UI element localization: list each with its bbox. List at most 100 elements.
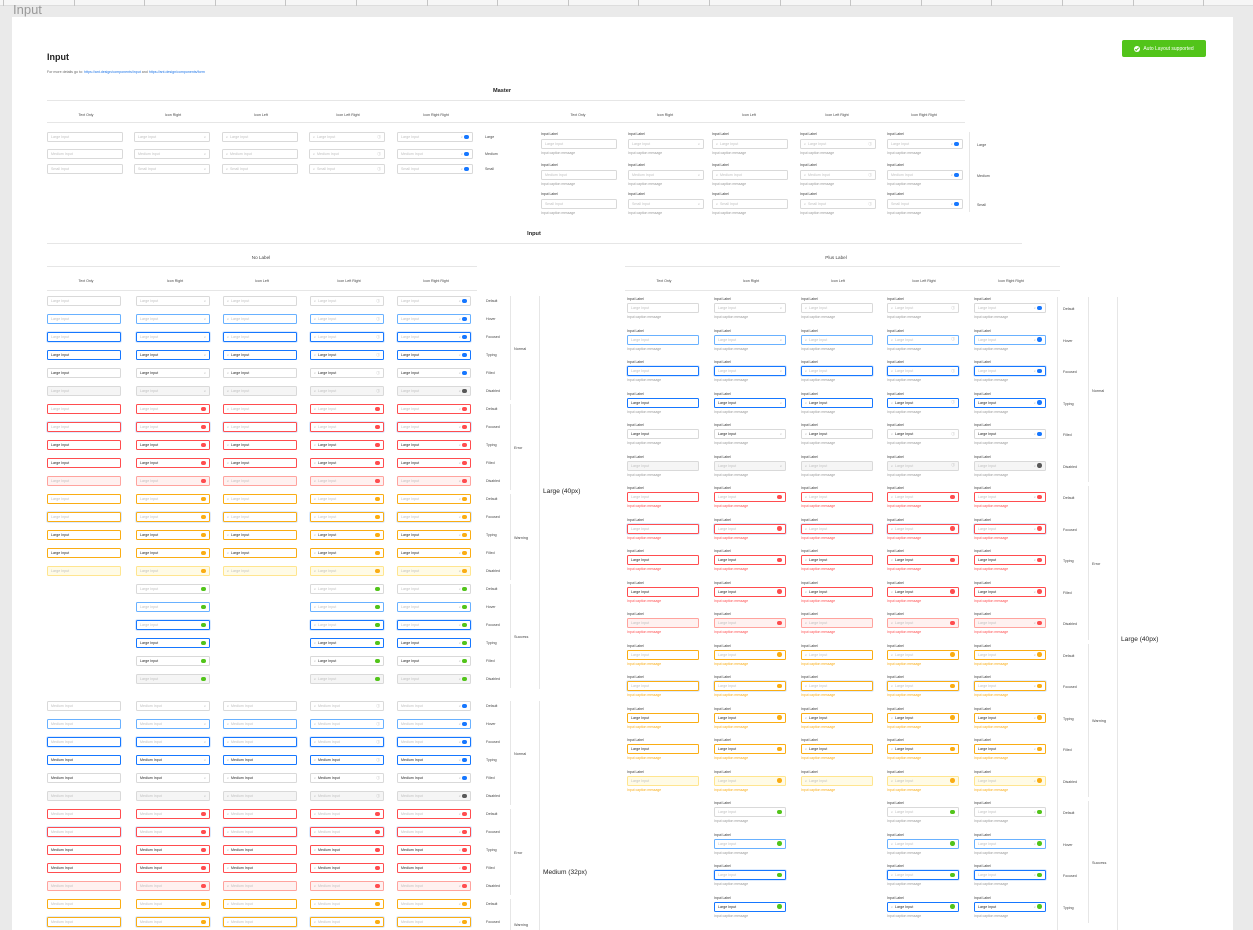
text-input[interactable]: Large Input (627, 555, 699, 565)
text-input[interactable]: Large Input (136, 656, 210, 666)
text-input[interactable]: Large Input (714, 523, 786, 534)
text-input[interactable]: Large Input (627, 775, 699, 786)
text-input[interactable]: Large Input (627, 712, 699, 723)
text-input[interactable]: Large Input (47, 494, 121, 504)
text-input[interactable]: ⌕ Small Input (712, 199, 788, 209)
text-input[interactable]: ⌕ Large Input (887, 649, 959, 660)
text-input[interactable]: ⌕ Large Input (801, 523, 873, 534)
text-input[interactable]: ⌕ Large Input (801, 555, 873, 565)
text-input[interactable]: Medium Input (47, 863, 121, 873)
text-input[interactable]: Large Input ⌕ (136, 350, 210, 360)
text-input[interactable]: ⌕ Large Input ⓘ (310, 332, 384, 342)
text-input[interactable]: ⌕ Medium Input ⓘ (309, 149, 385, 159)
text-input[interactable]: Medium Input (47, 149, 123, 159)
text-input[interactable]: Large Input ⌕ (974, 618, 1046, 628)
text-input[interactable]: Small Input (47, 164, 123, 174)
text-input[interactable]: ⌕ Large Input (310, 458, 384, 468)
text-input[interactable]: ⌕ Large Input (310, 656, 384, 666)
text-input[interactable]: Large Input (627, 366, 699, 376)
text-input[interactable]: Medium Input ⌕ (136, 755, 210, 765)
text-input[interactable]: ⌕ Large Input (223, 314, 297, 324)
text-input[interactable]: Large Input ⌕ (397, 132, 473, 142)
text-input[interactable]: Medium Input (47, 845, 121, 855)
text-input[interactable]: Large Input (627, 649, 699, 660)
text-input[interactable]: ⌕ Large Input (222, 132, 298, 142)
text-input[interactable]: Small Input ⌕ (397, 164, 473, 174)
text-input[interactable]: ⌕ Large Input (310, 602, 384, 612)
text-input[interactable]: Large Input (136, 458, 210, 468)
text-input[interactable]: ⌕ Large Input (712, 139, 788, 149)
text-input[interactable]: Large Input (136, 620, 210, 630)
text-input[interactable]: Large Input ⌕ (714, 460, 786, 471)
text-input[interactable]: ⌕ Medium Input (310, 827, 384, 837)
text-input[interactable]: ⌕ Large Input (223, 350, 297, 360)
text-input[interactable]: ⌕ Small Input ⓘ (309, 164, 385, 174)
text-input[interactable]: Large Input ⌕ (974, 681, 1046, 691)
text-input[interactable]: Small Input ⌕ (628, 199, 704, 209)
text-input[interactable]: ⌕ Medium Input (712, 170, 788, 180)
text-input[interactable]: ⌕ Medium Input ⓘ (310, 773, 384, 783)
text-input[interactable]: ⌕ Large Input (887, 838, 959, 849)
text-input[interactable]: Large Input (627, 492, 699, 502)
text-input[interactable]: ⌕ Large Input (223, 494, 297, 504)
text-input[interactable]: Large Input ⌕ (397, 566, 471, 576)
text-input[interactable]: Large Input ⌕ (397, 368, 471, 378)
text-input[interactable]: Large Input ⌕ (136, 314, 210, 324)
text-input[interactable]: ⌕ Large Input ⓘ (887, 366, 959, 376)
text-input[interactable]: ⌕ Large Input (801, 681, 873, 691)
text-input[interactable]: ⌕ Large Input (310, 548, 384, 558)
text-input[interactable]: Large Input ⌕ (397, 440, 471, 450)
text-input[interactable]: Large Input ⌕ (628, 139, 704, 149)
text-input[interactable]: ⌕ Large Input (223, 332, 297, 342)
text-input[interactable]: ⌕ Large Input (310, 512, 384, 522)
text-input[interactable]: ⌕ Medium Input ⓘ (310, 719, 384, 729)
text-input[interactable]: Large Input (47, 368, 121, 378)
text-input[interactable]: Large Input ⌕ (974, 586, 1046, 597)
text-input[interactable]: Medium Input (136, 863, 210, 873)
text-input[interactable]: Medium Input (136, 809, 210, 819)
text-input[interactable]: ⌕ Large Input (223, 530, 297, 540)
text-input[interactable]: ⌕ Large Input (310, 494, 384, 504)
text-input[interactable]: ⌕ Small Input (222, 164, 298, 174)
text-input[interactable]: Large Input (136, 674, 210, 684)
text-input[interactable]: ⌕ Large Input (310, 584, 384, 594)
frame-label[interactable]: Input (13, 2, 42, 17)
text-input[interactable]: Medium Input (47, 773, 121, 783)
text-input[interactable]: ⌕ Medium Input (223, 791, 297, 801)
text-input[interactable]: ⌕ Large Input (223, 566, 297, 576)
text-input[interactable]: Large Input (627, 681, 699, 691)
text-input[interactable]: ⌕ Medium Input (223, 809, 297, 819)
text-input[interactable]: Large Input (714, 775, 786, 786)
text-input[interactable]: Large Input (136, 404, 210, 414)
text-input[interactable]: ⌕ Large Input (801, 775, 873, 786)
text-input[interactable]: ⌕ Medium Input (223, 827, 297, 837)
text-input[interactable]: Large Input ⌕ (136, 386, 210, 396)
text-input[interactable]: Large Input (136, 494, 210, 504)
text-input[interactable]: Medium Input ⌕ (397, 827, 471, 837)
text-input[interactable]: Large Input (627, 397, 699, 408)
text-input[interactable]: Large Input ⌕ (974, 744, 1046, 754)
text-input[interactable]: ⌕ Large Input ⓘ (887, 303, 959, 313)
text-input[interactable]: ⌕ Large Input ⓘ (887, 334, 959, 345)
text-input[interactable]: Large Input (714, 681, 786, 691)
text-input[interactable]: ⌕ Large Input ⓘ (310, 296, 384, 306)
text-input[interactable]: Medium Input ⌕ (397, 755, 471, 765)
text-input[interactable]: Medium Input ⌕ (397, 881, 471, 891)
text-input[interactable]: Large Input ⌕ (887, 139, 963, 149)
text-input[interactable]: Large Input (47, 350, 121, 360)
text-input[interactable]: ⌕ Large Input (887, 523, 959, 534)
text-input[interactable]: Medium Input (47, 719, 121, 729)
text-input[interactable]: Medium Input ⌕ (397, 845, 471, 855)
text-input[interactable]: ⌕ Large Input ⓘ (309, 132, 385, 142)
text-input[interactable]: ⌕ Medium Input (310, 899, 384, 909)
text-input[interactable]: ⌕ Medium Input (223, 899, 297, 909)
text-input[interactable]: ⌕ Large Input (801, 618, 873, 628)
text-input[interactable]: Large Input ⌕ (714, 303, 786, 313)
text-input[interactable]: ⌕ Large Input (801, 744, 873, 754)
text-input[interactable]: Large Input (627, 618, 699, 628)
text-input[interactable]: ⌕ Medium Input (223, 917, 297, 927)
text-input[interactable]: ⌕ Large Input (887, 681, 959, 691)
text-input[interactable]: Large Input (714, 838, 786, 849)
text-input[interactable]: Large Input (136, 584, 210, 594)
text-input[interactable]: Large Input ⌕ (974, 555, 1046, 565)
